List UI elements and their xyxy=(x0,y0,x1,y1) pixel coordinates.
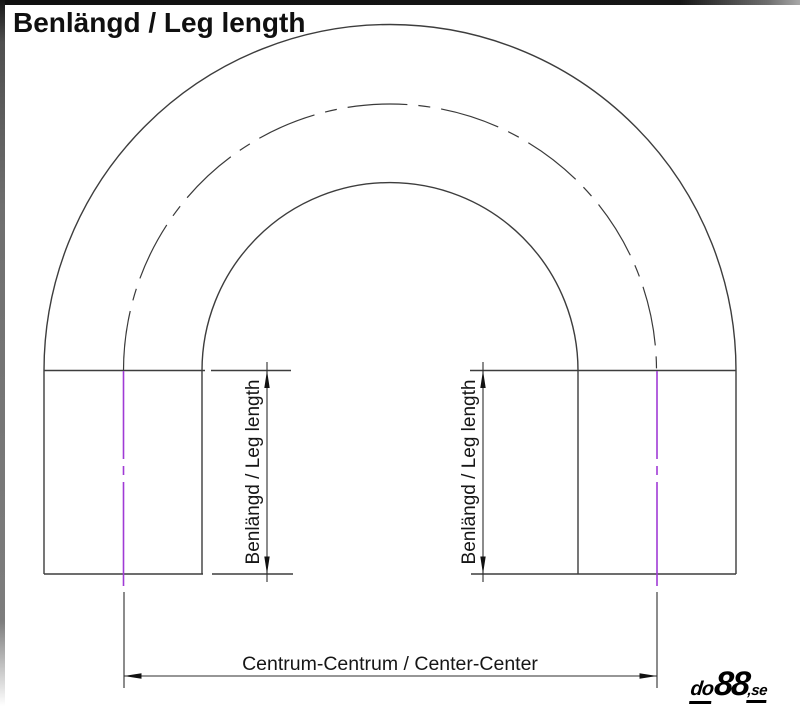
arrowhead-right-icon xyxy=(639,673,657,679)
page-title: Benlängd / Leg length xyxy=(13,7,306,38)
do88-logo: do 88 ,se xyxy=(689,665,770,704)
right-leg-dimension: Benlängd / Leg length xyxy=(459,362,486,582)
right-leg-outline xyxy=(470,369,737,575)
frame-left-border xyxy=(0,0,5,706)
arrowhead-down-icon xyxy=(480,556,486,574)
logo-suffix: ,se xyxy=(746,682,768,703)
frame-top-border xyxy=(0,0,800,5)
center-center-dimension-label: Centrum-Centrum / Center-Center xyxy=(242,653,538,675)
logo-prefix: do xyxy=(689,678,714,704)
left-leg-dimension: Benlängd / Leg length xyxy=(243,362,270,582)
center-center-dimension: Centrum-Centrum / Center-Center xyxy=(123,592,658,688)
arrowhead-down-icon xyxy=(264,556,270,574)
right-leg-dimension-label: Benlängd / Leg length xyxy=(459,380,480,565)
outer-arc xyxy=(43,23,737,371)
bend-centerline-arc xyxy=(122,103,658,371)
left-leg-dimension-label: Benlängd / Leg length xyxy=(243,380,264,565)
arrowhead-up-icon xyxy=(264,370,270,388)
logo-number: 88 xyxy=(712,665,751,703)
inner-arc xyxy=(201,181,579,371)
arrowhead-up-icon xyxy=(480,370,486,388)
arrowhead-left-icon xyxy=(124,673,142,679)
